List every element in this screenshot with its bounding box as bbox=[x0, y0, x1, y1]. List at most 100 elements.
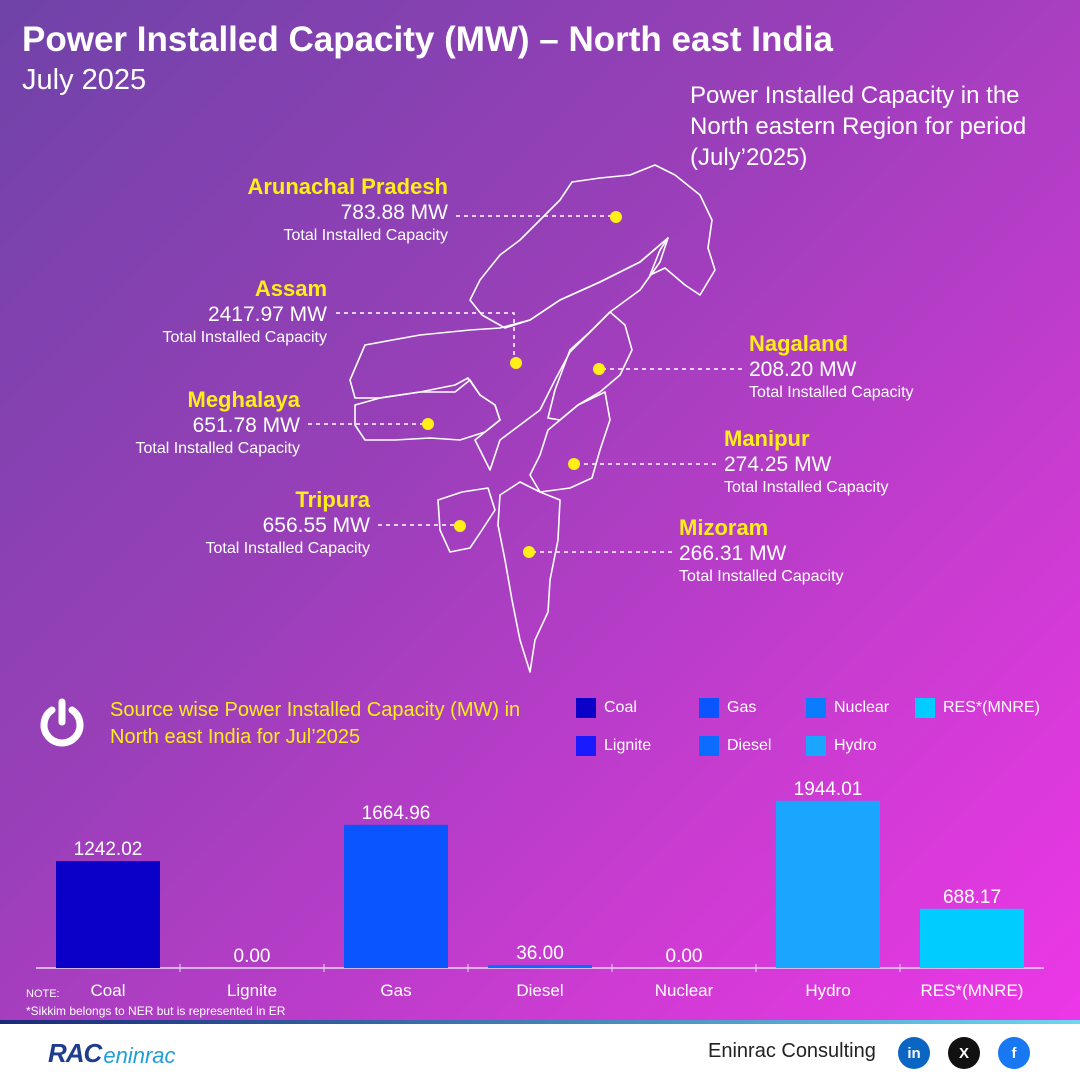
legend-label: RES*(MNRE) bbox=[943, 699, 1040, 716]
legend-swatch bbox=[699, 698, 719, 718]
marker-tripura bbox=[454, 520, 466, 532]
state-label-tripura: Tripura 656.55 MW Total Installed Capaci… bbox=[205, 486, 370, 560]
note-title: NOTE: bbox=[26, 988, 60, 1000]
northeast-map bbox=[336, 164, 716, 673]
bar-value-label: 1242.02 bbox=[74, 839, 143, 860]
state-caption: Total Installed Capacity bbox=[724, 479, 889, 496]
legend-item-coal: Coal bbox=[576, 698, 637, 718]
brand-logo-rac: RAC bbox=[48, 1038, 102, 1068]
page-subtitle: July 2025 bbox=[22, 64, 147, 96]
bar-coal bbox=[56, 861, 160, 968]
state-name: Arunachal Pradesh bbox=[247, 174, 448, 199]
state-name: Meghalaya bbox=[187, 387, 301, 412]
linkedin-glyph: in bbox=[907, 1044, 921, 1062]
category-label: Hydro bbox=[805, 981, 850, 1000]
bar-hydro bbox=[776, 800, 880, 968]
state-value: 208.20 MW bbox=[749, 358, 857, 381]
state-label-arunachal: Arunachal Pradesh 783.88 MW Total Instal… bbox=[247, 173, 448, 247]
state-label-meghalaya: Meghalaya 651.78 MW Total Installed Capa… bbox=[135, 386, 300, 460]
state-name: Mizoram bbox=[679, 515, 769, 540]
bar-diesel bbox=[488, 964, 592, 968]
state-name: Tripura bbox=[295, 487, 370, 512]
state-value: 651.78 MW bbox=[192, 414, 300, 437]
bar-value-label: 1664.96 bbox=[362, 803, 431, 824]
legend-item-res: RES*(MNRE) bbox=[915, 698, 1040, 718]
legend-swatch bbox=[806, 698, 826, 718]
state-value: 274.25 MW bbox=[724, 453, 832, 476]
legend-label: Lignite bbox=[604, 737, 652, 754]
map-nagaland bbox=[547, 311, 633, 421]
state-caption: Total Installed Capacity bbox=[679, 568, 844, 585]
bar-value-label: 1944.01 bbox=[794, 779, 863, 800]
legend-label: Gas bbox=[727, 699, 757, 716]
category-label: Diesel bbox=[516, 981, 563, 1000]
brand-logo: RAC eninrac bbox=[48, 1038, 176, 1069]
side-note: Power Installed Capacity in the North ea… bbox=[690, 82, 1027, 171]
state-caption: Total Installed Capacity bbox=[205, 540, 370, 557]
state-label-assam: Assam 2417.97 MW Total Installed Capacit… bbox=[162, 275, 327, 349]
marker-mizoram bbox=[523, 546, 535, 558]
state-name: Nagaland bbox=[749, 331, 849, 356]
legend-item-gas: Gas bbox=[699, 698, 756, 718]
marker-arunachal bbox=[610, 211, 622, 223]
bar-value-label: 688.17 bbox=[943, 887, 1001, 908]
power-icon bbox=[40, 698, 84, 747]
state-label-nagaland: Nagaland 208.20 MW Total Installed Capac… bbox=[749, 330, 914, 404]
map-arunachal-pradesh bbox=[469, 164, 716, 329]
page-title: Power Installed Capacity (MW) – North ea… bbox=[22, 20, 833, 59]
state-name: Manipur bbox=[724, 426, 810, 451]
legend-swatch bbox=[915, 698, 935, 718]
state-value: 656.55 MW bbox=[262, 514, 370, 537]
state-value: 266.31 MW bbox=[679, 542, 787, 565]
legend-label: Diesel bbox=[727, 737, 772, 754]
leader-assam bbox=[336, 312, 515, 358]
bar-value-label: 0.00 bbox=[666, 946, 703, 967]
marker-manipur bbox=[568, 458, 580, 470]
legend-swatch bbox=[576, 736, 596, 756]
bar-value-label: 0.00 bbox=[234, 946, 271, 967]
state-name: Assam bbox=[254, 276, 327, 301]
map-assam bbox=[349, 237, 669, 471]
legend-label: Coal bbox=[604, 699, 637, 716]
legend-label: Nuclear bbox=[834, 699, 890, 716]
legend-item-hydro: Hydro bbox=[806, 736, 877, 756]
company-name: Eninrac Consulting bbox=[708, 1040, 876, 1062]
category-label: Gas bbox=[380, 981, 411, 1000]
brand-logo-eninrac: eninrac bbox=[103, 1043, 176, 1068]
category-label: Nuclear bbox=[655, 981, 714, 1000]
map-meghalaya bbox=[354, 377, 501, 441]
legend-item-lignite: Lignite bbox=[576, 736, 651, 756]
legend-label: Hydro bbox=[834, 737, 877, 754]
marker-meghalaya bbox=[422, 418, 434, 430]
legend-swatch bbox=[699, 736, 719, 756]
marker-nagaland bbox=[593, 363, 605, 375]
bar-value-label: 36.00 bbox=[516, 943, 564, 964]
legend-item-nuclear: Nuclear bbox=[806, 698, 889, 718]
state-label-manipur: Manipur 274.25 MW Total Installed Capaci… bbox=[724, 425, 889, 499]
legend-swatch bbox=[576, 698, 596, 718]
map-manipur bbox=[529, 391, 611, 493]
facebook-icon[interactable]: f bbox=[998, 1037, 1030, 1069]
legend-swatch bbox=[806, 736, 826, 756]
state-value: 2417.97 MW bbox=[207, 303, 327, 326]
facebook-glyph: f bbox=[1011, 1044, 1017, 1062]
linkedin-icon[interactable]: in bbox=[898, 1037, 930, 1069]
state-caption: Total Installed Capacity bbox=[749, 384, 914, 401]
source-section-title: Source wise Power Installed Capacity (MW… bbox=[110, 699, 521, 748]
note-text: *Sikkim belongs to NER but is represente… bbox=[26, 1004, 286, 1018]
category-label: Coal bbox=[91, 981, 126, 1000]
map-mizoram bbox=[497, 481, 561, 673]
marker-assam bbox=[510, 357, 522, 369]
state-caption: Total Installed Capacity bbox=[162, 329, 327, 346]
x-icon[interactable]: X bbox=[948, 1037, 980, 1069]
category-label: Lignite bbox=[227, 981, 277, 1000]
state-value: 783.88 MW bbox=[340, 201, 448, 224]
map-tripura bbox=[437, 487, 496, 553]
category-label: RES*(MNRE) bbox=[921, 981, 1024, 1000]
legend-item-diesel: Diesel bbox=[699, 736, 771, 756]
footer-divider bbox=[0, 1020, 1080, 1024]
state-caption: Total Installed Capacity bbox=[283, 227, 448, 244]
x-glyph: X bbox=[958, 1044, 969, 1062]
state-label-mizoram: Mizoram 266.31 MW Total Installed Capaci… bbox=[679, 514, 844, 588]
bar-res-mnre- bbox=[920, 908, 1024, 968]
